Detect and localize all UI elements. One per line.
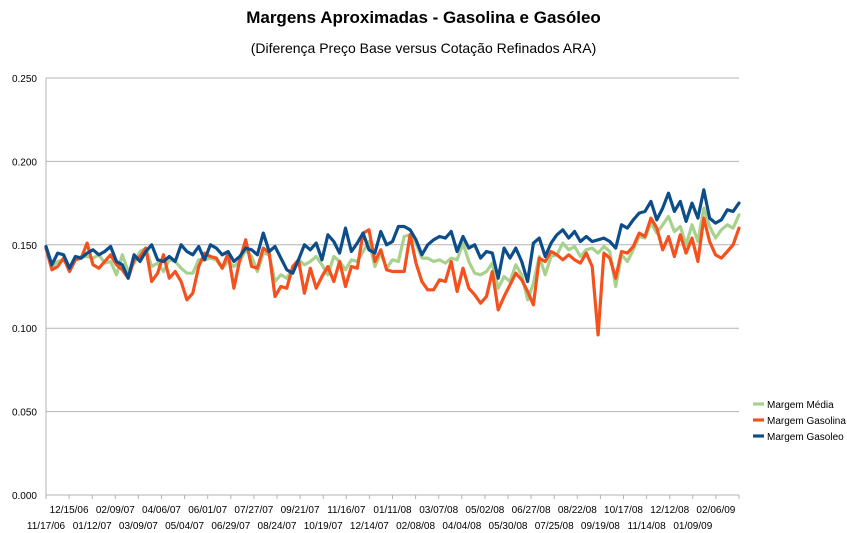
x-tick-label: 06/01/07 (188, 505, 227, 516)
x-tick-label: 12/14/07 (350, 521, 389, 532)
x-tick-label: 06/27/08 (512, 505, 551, 516)
series-line-2 (44, 188, 741, 284)
x-tick-labels: 11/17/06 01/12/07 03/09/07 05/04/07 06/29/07… (27, 505, 736, 532)
grid-lines (46, 77, 739, 413)
y-tick-label: 0.100 (12, 324, 37, 335)
legend-label: Margem Gasoleo (767, 432, 844, 443)
legend-label: Margem Média (767, 400, 834, 411)
x-tick-label: 11/16/07 (327, 505, 366, 516)
x-tick-label: 09/21/07 (281, 505, 320, 516)
y-tick-label: 0.000 (12, 491, 37, 502)
y-tick-label: 0.050 (12, 408, 37, 419)
x-tick-label: 01/11/08 (373, 505, 412, 516)
x-tick-label: 02/06/09 (696, 505, 735, 516)
x-tick-label: 06/29/07 (211, 521, 250, 532)
legend-label: Margem Gasolina (767, 416, 846, 427)
legend: Margem Média Margem Gasolina Margem Gasole… (753, 400, 846, 443)
x-tick-label: 08/22/08 (558, 505, 597, 516)
x-tick-label: 05/30/08 (489, 521, 528, 532)
x-tick-label: 07/25/08 (535, 521, 574, 532)
x-tick-label: 04/06/07 (142, 505, 181, 516)
x-tick-label: 01/12/07 (73, 521, 112, 532)
chart-subtitle: (Diferença Preço Base versus Cotação Ref… (250, 40, 597, 56)
x-tick-label: 02/08/08 (396, 521, 435, 532)
series-line-0 (44, 206, 741, 302)
x-tick-label: 10/17/08 (604, 505, 643, 516)
x-tick-label: 09/19/08 (581, 521, 620, 532)
x-tick-label: 02/09/07 (96, 505, 135, 516)
x-tick-label: 03/09/07 (119, 521, 158, 532)
y-tick-labels: 0.000 0.050 0.100 0.150 0.200 0.250 (12, 74, 37, 502)
x-tick-label: 04/04/08 (442, 521, 481, 532)
x-tick-label: 12/15/06 (50, 505, 89, 516)
x-tick-label: 05/02/08 (465, 505, 504, 516)
axes (45, 78, 740, 499)
series-line-1 (44, 216, 741, 337)
x-tick-label: 08/24/07 (258, 521, 297, 532)
x-tick-label: 03/07/08 (419, 505, 458, 516)
x-tick-label: 10/19/07 (304, 521, 343, 532)
x-tick-label: 11/17/06 (27, 521, 66, 532)
x-tick-label: 05/04/07 (165, 521, 204, 532)
y-tick-label: 0.150 (12, 241, 37, 252)
y-tick-label: 0.200 (12, 157, 37, 168)
x-tick-label: 11/14/08 (628, 521, 667, 532)
series-lines (44, 188, 741, 337)
x-tick-label: 07/27/07 (234, 505, 273, 516)
y-tick-label: 0.250 (12, 74, 37, 85)
chart-title: Margens Aproximadas - Gasolina e Gasóleo (246, 8, 601, 27)
x-tick-label: 12/12/08 (650, 505, 689, 516)
x-tick-label: 01/09/09 (673, 521, 712, 532)
